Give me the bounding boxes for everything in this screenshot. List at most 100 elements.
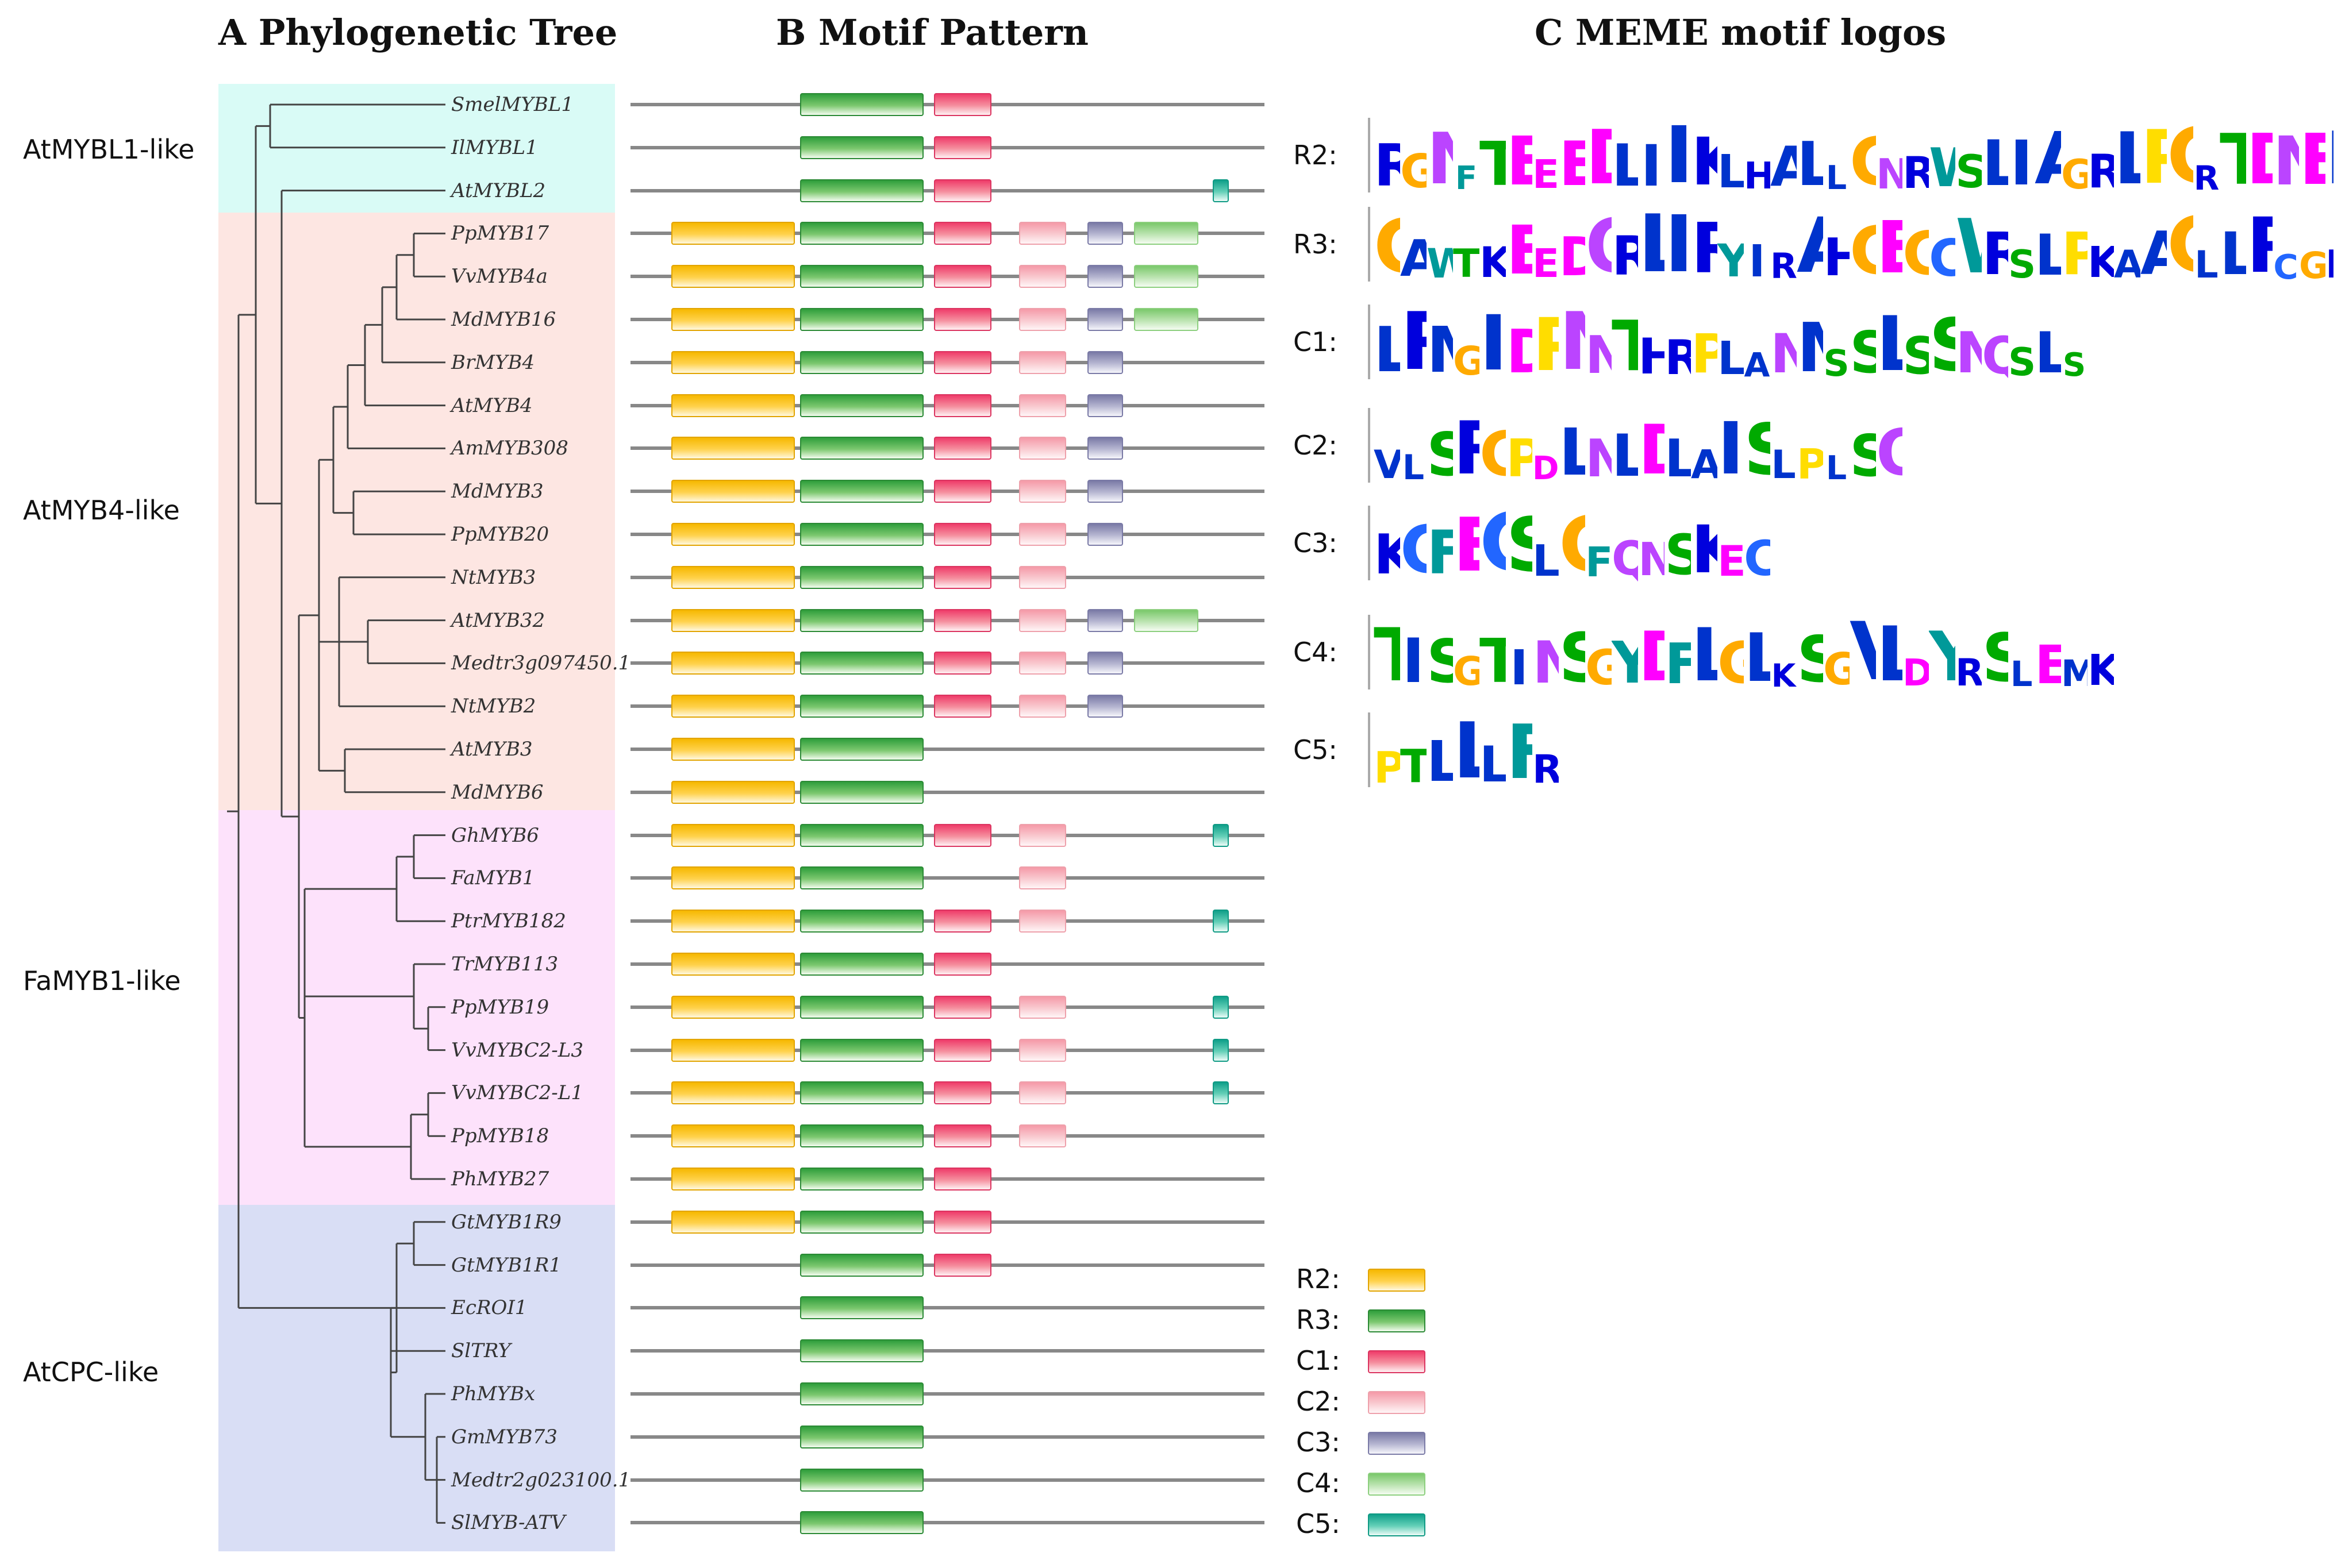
motif-r3-box — [800, 995, 924, 1019]
motif-r3-box — [800, 823, 924, 847]
logo-residue: Y — [1612, 629, 1638, 695]
logo-residue: E — [1876, 206, 1902, 287]
taxon-ntmyb3: NtMYB3 — [451, 565, 536, 589]
motif-c3-box — [1087, 308, 1123, 331]
logo-residue: T — [2220, 120, 2246, 198]
logo-residue: W — [1427, 240, 1453, 287]
logo-residue: R — [1982, 220, 2008, 287]
motif-c1-box — [934, 1210, 991, 1234]
legend-label-r2: R2: — [1296, 1263, 1340, 1295]
motif-c2-box — [1019, 437, 1066, 460]
logo-residue: L — [1479, 736, 1506, 793]
logo-residue: L — [1427, 729, 1453, 793]
motif-r3-box — [800, 1038, 924, 1062]
logo-axis — [1368, 712, 1370, 787]
motif-logo-c4: TISGTINSGYDFLGLKSGVLDYRSLEMK — [1374, 609, 2333, 695]
protein-backbone-medtr2g023100-1 — [630, 1478, 1264, 1482]
logo-residue: Y — [1929, 618, 1955, 695]
motif-r3-box — [800, 394, 924, 417]
logo-residue: L — [1717, 145, 1744, 198]
motif-r3-box — [800, 953, 924, 976]
logo-residue: Q — [1982, 326, 2008, 385]
taxon-ppmyb20: PpMYB20 — [451, 523, 549, 546]
motif-r2-box — [671, 695, 795, 718]
motif-r3-box — [800, 695, 924, 718]
taxon-medtr2g023100-1: Medtr2g023100.1 — [451, 1468, 631, 1492]
logo-residue: N — [1532, 629, 1559, 695]
logo-residue: G — [1559, 500, 1585, 586]
motif-c1-box — [934, 179, 991, 202]
logo-residue: S — [1823, 342, 1850, 384]
motif-r3-box — [800, 308, 924, 331]
logo-residue: A — [1744, 345, 1770, 384]
logo-residue: R — [1374, 132, 1400, 198]
logo-residue: K — [1691, 124, 1717, 198]
logo-residue: E — [2035, 634, 2061, 695]
logo-residue: V — [1850, 609, 1876, 695]
legend-label-c4: C4: — [1296, 1467, 1340, 1498]
logo-residue: T — [1374, 612, 1400, 695]
motif-c2-box — [1019, 523, 1066, 546]
logo-residue: G — [1717, 630, 1744, 695]
logo-residue: G — [2061, 151, 2087, 198]
logo-residue: G — [1902, 219, 1929, 287]
logo-residue: N — [1638, 533, 1664, 586]
logo-residue: L — [1797, 129, 1823, 198]
logo-residue: S — [1850, 319, 1876, 385]
logo-residue: L — [1744, 619, 1770, 695]
motif-c4-box — [1134, 265, 1198, 288]
logo-residue: G — [1585, 639, 1612, 695]
motif-r2-box — [671, 523, 795, 546]
motif-c5-box — [1213, 179, 1229, 202]
logo-residue: T — [1453, 241, 1479, 287]
motif-c1-box — [934, 1253, 991, 1277]
motif-c1-box — [934, 1038, 991, 1062]
logo-label-c5: C5: — [1293, 734, 1337, 765]
logo-residue: T — [1479, 626, 1506, 695]
motif-c3-box — [1087, 695, 1123, 718]
taxon-medtr3g097450-1: Medtr3g097450.1 — [451, 652, 631, 675]
logo-residue: S — [2008, 242, 2035, 287]
logo-residue: N — [1770, 323, 1797, 385]
motif-c1-box — [934, 93, 991, 116]
logo-residue: R — [1400, 299, 1427, 385]
motif-c2-box — [1019, 910, 1066, 933]
motif-c3-box — [1087, 608, 1123, 632]
legend-swatch-c4 — [1368, 1473, 1425, 1496]
motif-r3-box — [800, 437, 924, 460]
clade-band-atcpc-like — [218, 1205, 615, 1551]
taxon-ecroi1: EcROI1 — [451, 1296, 528, 1320]
logo-residue: S — [1982, 620, 2008, 695]
logo-residue: R — [1664, 330, 1691, 385]
motif-c1-box — [934, 608, 991, 632]
motif-r2-box — [671, 565, 795, 589]
logo-residue: S — [1850, 422, 1876, 488]
logo-residue: D — [1559, 226, 1585, 287]
legend-swatch-c5 — [1368, 1513, 1425, 1536]
motif-c1-box — [934, 695, 991, 718]
legend-swatch-c2 — [1368, 1391, 1425, 1414]
taxon-atmyb4: AtMYB4 — [451, 394, 533, 417]
logo-residue: C — [1744, 530, 1770, 586]
taxon-ppmyb18: PpMYB18 — [451, 1124, 549, 1148]
motif-c2-box — [1019, 995, 1066, 1019]
logo-residue: D — [1585, 112, 1612, 198]
motif-c2-box — [1019, 695, 1066, 718]
logo-residue: P — [1506, 429, 1532, 488]
motif-r2-box — [671, 1168, 795, 1191]
motif-r2-box — [671, 953, 795, 976]
logo-residue: R — [2087, 145, 2114, 198]
logo-residue: A — [1691, 442, 1717, 488]
logo-residue: I — [1510, 639, 1528, 695]
motif-r3-box — [800, 780, 924, 804]
logo-residue: I — [1402, 626, 1425, 695]
logo-residue: A — [2035, 112, 2061, 198]
logo-residue: K — [1771, 657, 1796, 694]
legend-swatch-r2 — [1368, 1269, 1425, 1292]
logo-residue: N — [1585, 325, 1612, 385]
motif-c3-box — [1087, 480, 1123, 503]
motif-r3-box — [800, 1339, 924, 1363]
motif-c1-box — [934, 910, 991, 933]
taxon-ppmyb19: PpMYB19 — [451, 995, 549, 1019]
